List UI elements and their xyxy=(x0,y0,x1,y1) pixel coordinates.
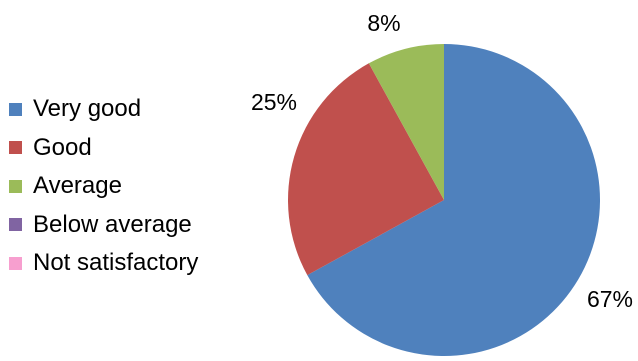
pie-slices xyxy=(288,43,601,356)
legend-swatch-very-good xyxy=(9,102,22,116)
legend-item-good: Good xyxy=(9,132,198,164)
legend-item-very-good: Very good xyxy=(9,93,198,125)
legend-swatch-not-satisfactory xyxy=(9,256,22,270)
legend-swatch-below-average xyxy=(9,218,22,231)
legend-label-below-average: Below average xyxy=(33,210,192,238)
pie-slice-average xyxy=(368,44,444,200)
legend-swatch-good xyxy=(9,141,22,154)
legend-label-average: Average xyxy=(33,172,122,199)
pie-slice-very-good xyxy=(307,43,601,356)
legend-label-good: Good xyxy=(33,133,92,161)
legend-label-not-satisfactory: Not satisfactory xyxy=(33,249,199,276)
legend-label-very-good: Very good xyxy=(33,95,142,122)
data-label-average: 8% xyxy=(367,10,400,36)
slice-labels: 67% 25% 8% xyxy=(251,10,633,312)
legend-item-below-average: Below average xyxy=(9,209,198,241)
data-label-good: 25% xyxy=(251,89,297,115)
legend: Very good Good Average Below average Not… xyxy=(9,93,198,286)
legend-swatch-average xyxy=(9,179,22,193)
legend-item-not-satisfactory: Not satisfactory xyxy=(9,247,198,279)
legend-item-average: Average xyxy=(9,170,198,202)
data-label-very-good: 67% xyxy=(587,286,633,312)
pie-slice-good xyxy=(288,63,444,276)
